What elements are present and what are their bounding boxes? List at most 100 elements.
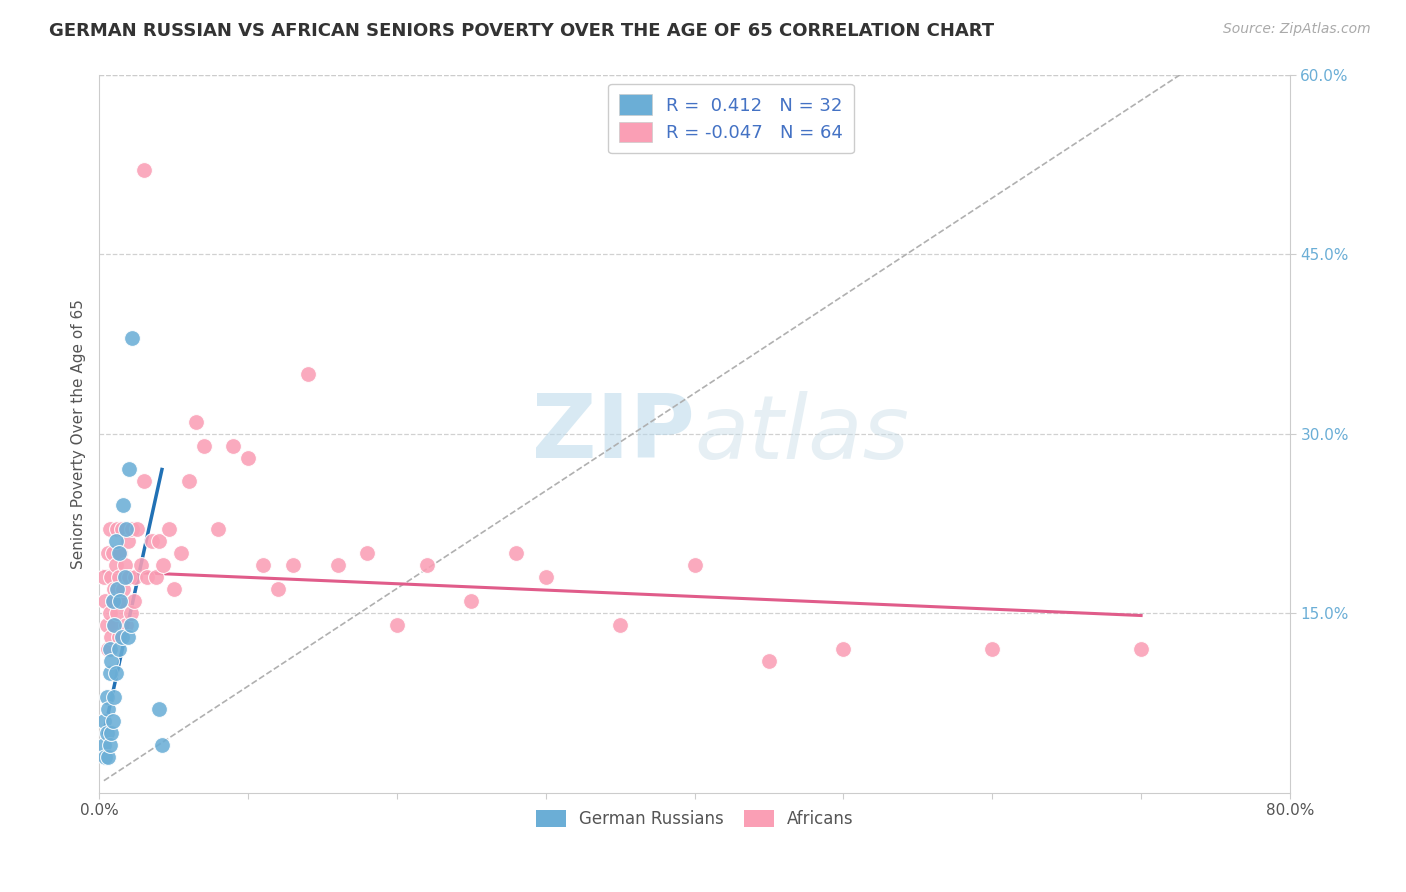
Point [97,642,120,657]
Point [100,654,122,668]
Text: atlas: atlas [695,391,910,476]
Point [132,475,155,489]
Point [267,582,290,597]
Point [93,738,115,752]
Point [148,702,170,716]
Point [186,415,208,429]
Point [177,475,200,489]
Point [416,558,439,573]
Text: Source: ZipAtlas.com: Source: ZipAtlas.com [1223,22,1371,37]
Point [110,594,132,608]
Point [117,534,139,549]
Point [683,558,706,573]
Point [101,594,124,608]
Point [148,534,170,549]
Point [93,714,115,728]
Point [157,522,180,536]
Point [356,546,378,560]
Point [150,738,173,752]
Point [385,618,408,632]
Point [193,439,215,453]
Point [118,462,141,476]
Text: GERMAN RUSSIAN VS AFRICAN SENIORS POVERTY OVER THE AGE OF 65 CORRELATION CHART: GERMAN RUSSIAN VS AFRICAN SENIORS POVERT… [49,22,994,40]
Point [121,331,143,345]
Point [281,558,304,573]
Point [609,618,631,632]
Point [101,714,124,728]
Point [132,163,155,178]
Point [105,606,128,620]
Point [460,594,482,608]
Point [111,594,134,608]
Point [114,558,136,573]
Point [98,738,121,752]
Point [115,618,138,632]
Point [107,546,129,560]
Point [98,522,121,536]
Point [94,594,117,608]
Point [163,582,186,597]
Point [145,570,167,584]
Point [121,522,143,536]
Point [170,546,193,560]
Point [141,534,163,549]
Point [96,690,118,704]
Point [120,606,142,620]
Point [105,582,128,597]
Point [534,570,557,584]
Point [981,642,1004,657]
Point [97,749,120,764]
Point [100,630,122,644]
Point [111,630,134,644]
Point [207,522,229,536]
Point [97,546,120,560]
Point [94,749,117,764]
Point [112,499,135,513]
Point [103,582,125,597]
Point [103,618,125,632]
Point [101,546,124,560]
Point [98,665,121,680]
Point [124,570,146,584]
Point [758,654,780,668]
Point [326,558,349,573]
Point [104,558,127,573]
Point [97,702,120,716]
Point [120,618,142,632]
Point [252,558,274,573]
Point [93,570,115,584]
Point [104,665,127,680]
Y-axis label: Seniors Poverty Over the Age of 65: Seniors Poverty Over the Age of 65 [72,299,86,568]
Point [107,642,129,657]
Point [1130,642,1153,657]
Point [112,582,135,597]
Point [107,630,129,644]
Point [222,439,245,453]
Point [101,594,124,608]
Point [125,522,148,536]
Point [104,534,127,549]
Point [96,618,118,632]
Point [114,570,136,584]
Point [103,690,125,704]
Point [117,630,139,644]
Point [238,450,260,465]
Point [136,570,159,584]
Point [118,570,141,584]
Point [103,618,125,632]
Point [105,522,128,536]
Point [98,606,121,620]
Point [107,570,129,584]
Point [111,522,134,536]
Point [832,642,855,657]
Point [100,726,122,740]
Point [122,594,145,608]
Point [297,367,319,381]
Point [115,522,138,536]
Point [98,642,121,657]
Point [110,546,132,560]
Point [505,546,527,560]
Point [96,726,118,740]
Legend: German Russians, Africans: German Russians, Africans [529,803,860,835]
Point [152,558,174,573]
